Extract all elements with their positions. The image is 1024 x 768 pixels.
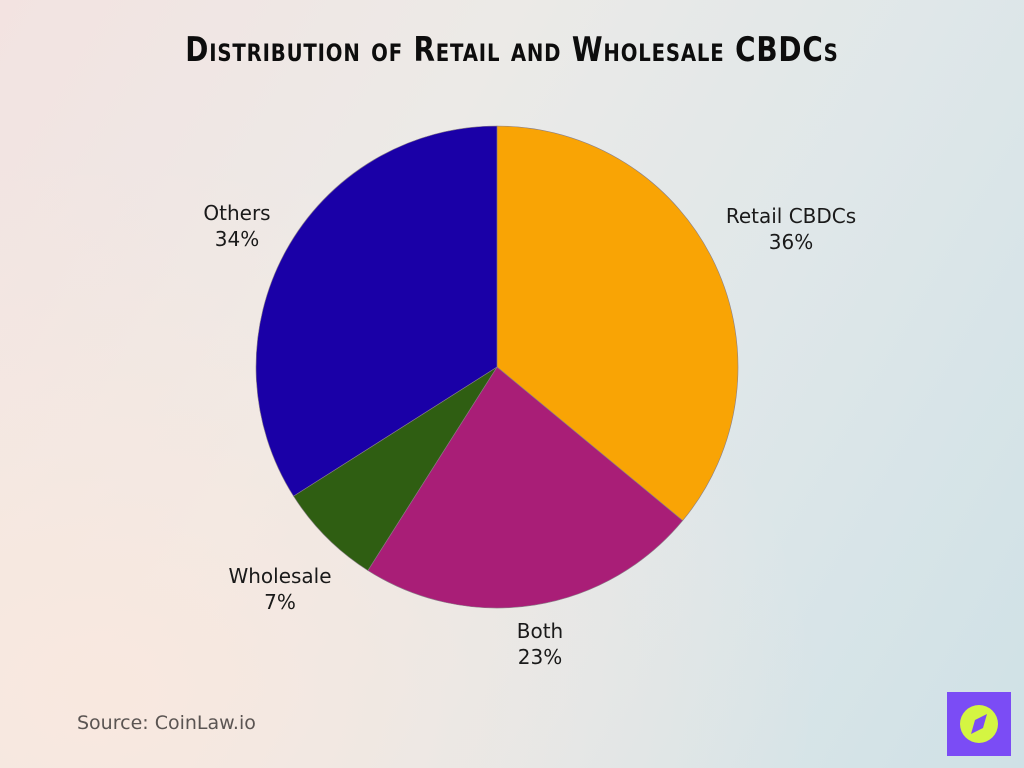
label-others-name: Others [203, 201, 271, 225]
label-retail-value: 36% [768, 230, 814, 254]
label-wholesale: Wholesale 7% [205, 563, 355, 615]
source-text: Source: CoinLaw.io [77, 712, 256, 734]
pie-slice-wholesale [293, 366, 498, 571]
label-others: Others 34% [177, 200, 297, 252]
label-both-value: 23% [517, 645, 563, 669]
chart-title: Distribution of Retail and Wholesale CBD… [185, 30, 839, 70]
label-retail-name: Retail CBDCs [725, 204, 857, 228]
pie-slice-both [367, 366, 684, 609]
label-others-value: 34% [214, 227, 260, 251]
brand-logo [947, 692, 1011, 756]
pie-slice-retail-cbdcs [496, 125, 739, 522]
compass-icon [960, 705, 998, 743]
label-both: Both 23% [480, 618, 600, 670]
label-wholesale-value: 7% [264, 590, 296, 614]
label-both-name: Both [516, 619, 564, 643]
label-wholesale-name: Wholesale [228, 564, 332, 588]
pie-slice-others [255, 125, 498, 497]
label-retail: Retail CBDCs 36% [706, 203, 876, 255]
